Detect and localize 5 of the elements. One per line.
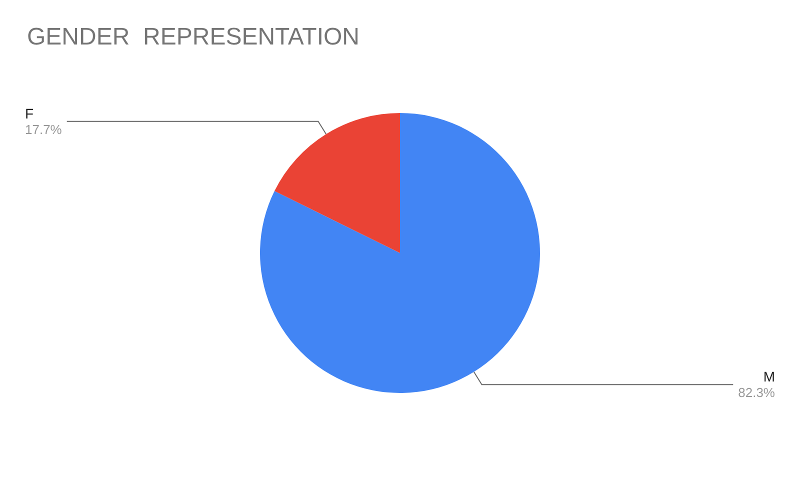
slice-label: M [763, 368, 775, 385]
chart-title: GENDER REPRESENTATION [27, 24, 360, 50]
data-label: 82.3% [738, 385, 776, 400]
slice-label: F [25, 105, 34, 122]
data-label: 17.7% [25, 122, 62, 137]
